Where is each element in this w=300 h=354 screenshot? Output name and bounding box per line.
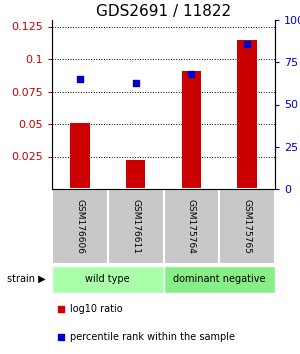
Point: [58, 307, 63, 312]
Bar: [237, 40, 257, 189]
Text: log10 ratio: log10 ratio: [70, 304, 122, 314]
Text: wild type: wild type: [85, 274, 130, 284]
Bar: [52, 189, 108, 264]
Text: GSM176606: GSM176606: [75, 199, 84, 254]
Bar: [219, 189, 275, 264]
Bar: [126, 160, 146, 189]
Text: dominant negative: dominant negative: [173, 274, 266, 284]
Bar: [70, 123, 90, 189]
Point: [77, 76, 82, 82]
Point: [189, 71, 194, 77]
Text: GSM175764: GSM175764: [187, 199, 196, 254]
Bar: [164, 266, 275, 292]
Bar: [52, 266, 164, 292]
Text: strain ▶: strain ▶: [8, 274, 46, 284]
Text: GSM175765: GSM175765: [243, 199, 252, 254]
Bar: [164, 189, 219, 264]
Bar: [108, 189, 164, 264]
Title: GDS2691 / 11822: GDS2691 / 11822: [96, 4, 231, 19]
Bar: [182, 71, 201, 189]
Text: GSM176611: GSM176611: [131, 199, 140, 254]
Point: [58, 334, 63, 340]
Text: percentile rank within the sample: percentile rank within the sample: [70, 332, 235, 342]
Point: [133, 80, 138, 85]
Point: [245, 41, 250, 46]
